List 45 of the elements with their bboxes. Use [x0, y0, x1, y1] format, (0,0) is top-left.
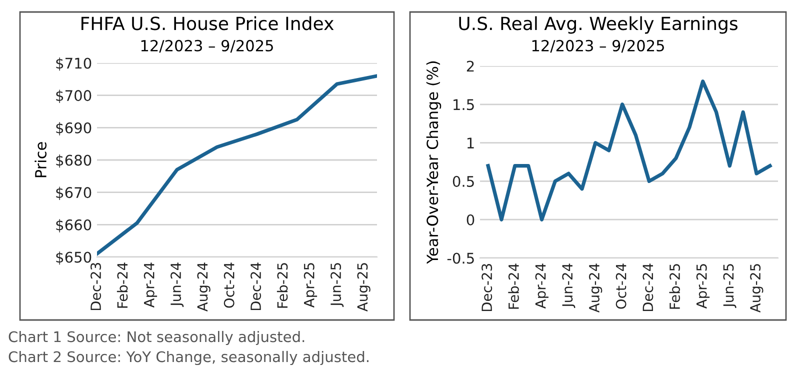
chart-title: FHFA U.S. House Price Index [82, 16, 334, 30]
x-tick-label: Apr-25 [304, 263, 318, 308]
y-tick-label: $690 [56, 122, 92, 136]
chart-title: U.S. Real Avg. Weekly Earnings [459, 16, 738, 34]
line-series [97, 74, 377, 256]
x-tick-label: Aug-24 [588, 264, 602, 313]
chart-subtitle: 12/2023 – 9/2025 [141, 40, 273, 53]
y-axis-title: Price [34, 142, 47, 178]
caption: Chart 1 Source: Not seasonally adjusted. [8, 330, 304, 346]
y-tick-label: 2 [466, 60, 474, 72]
y-tick-label: 1 [467, 138, 474, 148]
x-tick-label: Apr-24 [535, 264, 548, 309]
chart-subtitle: 12/2023 – 9/2025 [532, 40, 664, 53]
line-series [486, 80, 772, 222]
x-tick-label: Jun-24 [562, 264, 576, 308]
x-tick-label: Aug-24 [197, 262, 210, 312]
x-tick-label: Apr-25 [696, 264, 710, 309]
y-tick-label: $660 [56, 219, 92, 232]
y-tick-label: $710 [56, 57, 92, 71]
x-tick-label: Feb-25 [669, 264, 680, 309]
y-tick-label: -0.5 [447, 252, 474, 264]
y-tick-label: 1.5 [454, 99, 474, 110]
y-tick-label: 0.5 [452, 176, 474, 187]
y-tick-label: 0 [466, 214, 474, 226]
x-tick-label: Dec-23 [482, 264, 492, 312]
x-tick-label: Oct-24 [616, 264, 626, 309]
x-tick-label: Jun-25 [330, 263, 344, 307]
x-tick-label: Dec-24 [642, 264, 654, 312]
x-tick-label: Apr-24 [144, 262, 158, 308]
x-tick-label: Dec-24 [250, 262, 262, 310]
x-tick-label: Dec-23 [90, 262, 102, 310]
x-tick-label: Feb-24 [116, 262, 128, 308]
x-tick-label: Feb-24 [508, 264, 519, 309]
x-tick-label: Jun-25 [723, 264, 736, 308]
x-tick-label: Jun-24 [170, 262, 184, 307]
y-tick-label: $650 [56, 251, 92, 265]
y-axis-title: Year-Over-Year Change (%) [426, 61, 442, 264]
x-tick-label: Aug-25 [750, 264, 764, 313]
y-tick-label: $670 [56, 186, 92, 200]
x-tick-label: Oct-24 [224, 262, 234, 308]
x-tick-label: Aug-25 [357, 263, 370, 312]
x-tick-label: Feb-25 [276, 263, 288, 308]
y-tick-label: $700 [56, 90, 92, 104]
y-tick-label: $680 [56, 154, 92, 168]
caption: Chart 2 Source: YoY Change, seasonally adjusted. [8, 350, 368, 366]
